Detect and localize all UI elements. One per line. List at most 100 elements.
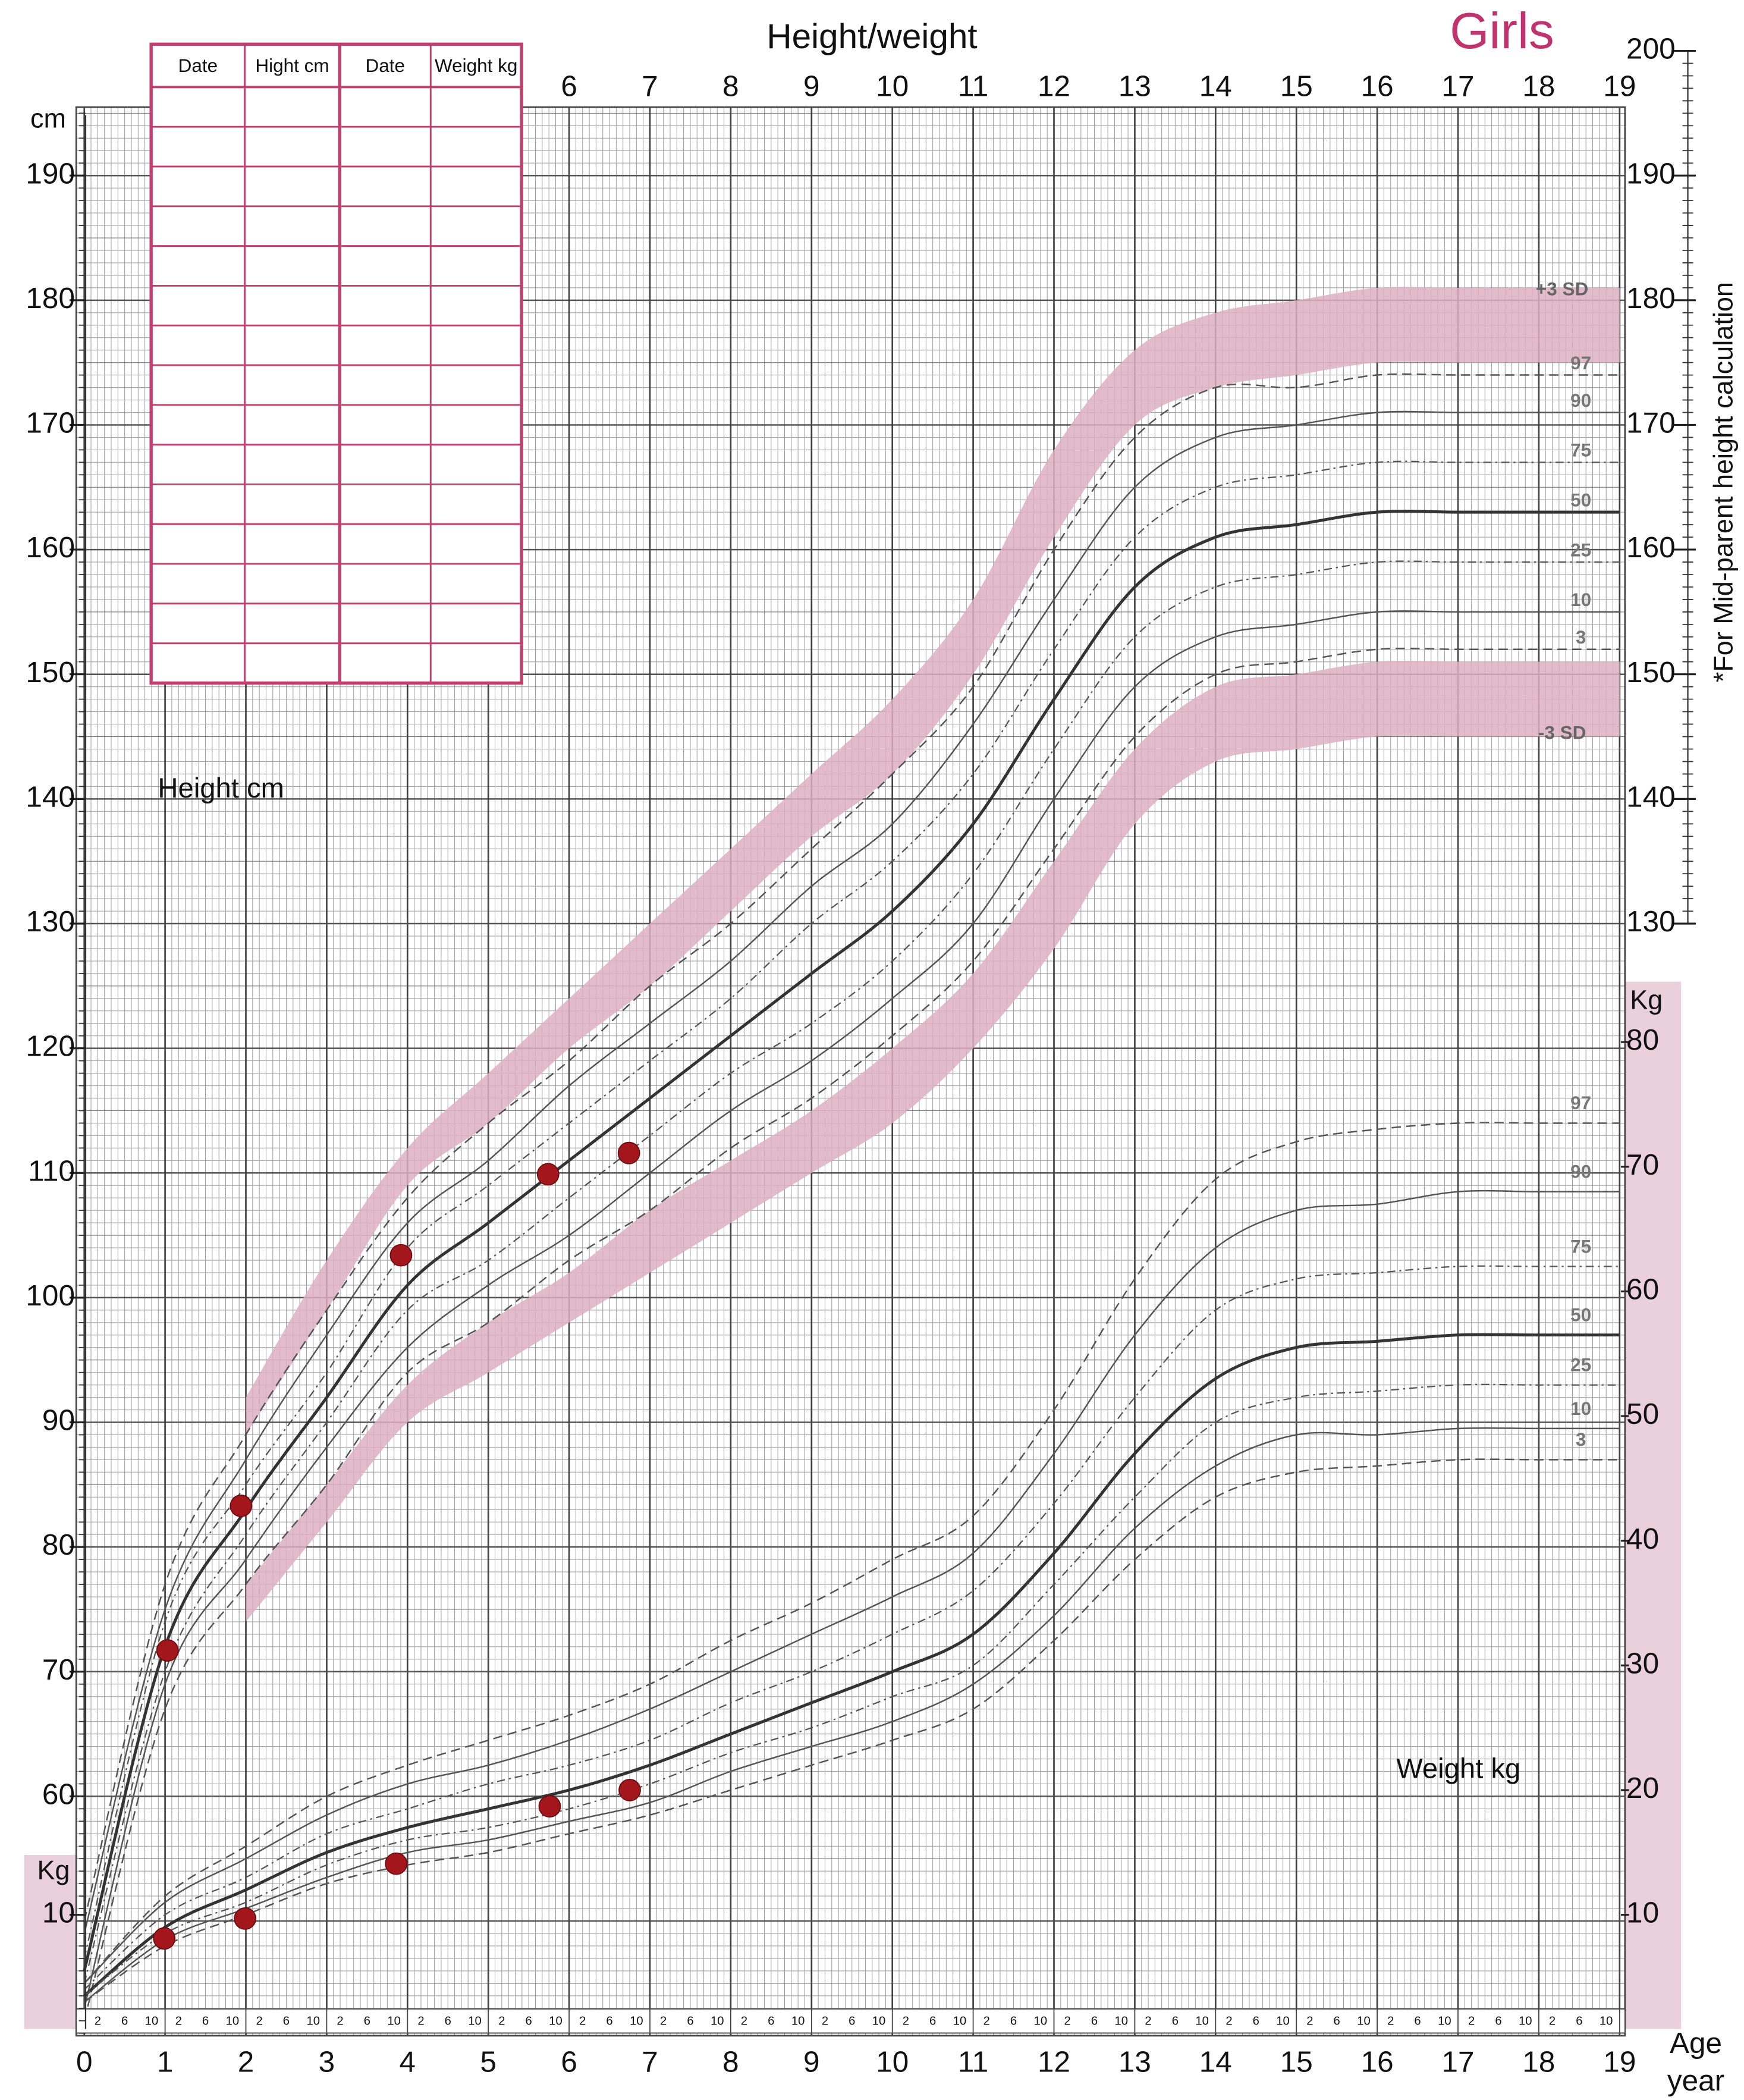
x-top-tick-label: 15 — [1280, 70, 1313, 103]
y2-right-tick-label: 80 — [1626, 1024, 1659, 1056]
percentile-label: 97 — [1570, 352, 1591, 373]
percentile-curve — [83, 1333, 1620, 1997]
percentile-label: 50 — [1570, 489, 1591, 511]
x-tick-label: 15 — [1280, 2045, 1313, 2078]
month-tick-label: 6 — [768, 2015, 774, 2028]
percentile-label: 25 — [1570, 539, 1591, 560]
x-tick-label: 16 — [1361, 2045, 1394, 2078]
x-top-tick-label: 16 — [1361, 70, 1394, 103]
x-top-tick-label: 6 — [561, 70, 577, 103]
y-tick-label: 170 — [26, 407, 75, 440]
y2-tick-label: 10 — [42, 1897, 75, 1929]
month-tick-label: 10 — [872, 2015, 886, 2028]
table-header: Weight kg — [435, 55, 517, 76]
y-tick-label: 160 — [26, 531, 75, 564]
measurement-point — [536, 1163, 560, 1186]
percentile-curve — [83, 460, 1620, 1959]
month-tick-label: 6 — [526, 2015, 532, 2028]
y2-right-tick-label: 60 — [1626, 1273, 1659, 1305]
x-tick-label: 6 — [561, 2045, 577, 2078]
percentile-curve — [83, 560, 1620, 1984]
y-right-tick-label: 150 — [1626, 656, 1676, 689]
band-label: +3 SD — [1536, 278, 1588, 300]
x-tick-label: 4 — [400, 2045, 416, 2078]
month-tick-label: 10 — [226, 2015, 240, 2028]
x-tick-label: 19 — [1603, 2045, 1636, 2078]
month-tick-label: 6 — [687, 2015, 693, 2028]
y-tick-label: 120 — [26, 1030, 75, 1063]
percentile-label: 10 — [1570, 589, 1591, 610]
measurement-point — [618, 1779, 641, 1801]
chart-subtitle: Girls — [1450, 3, 1554, 59]
y-tick-label: 110 — [28, 1154, 75, 1187]
month-tick-label: 6 — [1414, 2015, 1421, 2028]
month-tick-label: 10 — [468, 2015, 482, 2028]
month-tick-label: 2 — [1064, 2015, 1071, 2028]
y-label: Height cm — [158, 773, 284, 804]
x-top-tick-label: 9 — [803, 70, 820, 103]
percentile-label: 50 — [1570, 1304, 1591, 1326]
percentile-curve — [83, 1458, 1620, 2003]
month-tick-label: 10 — [1115, 2015, 1129, 2028]
y-tick-label: 150 — [26, 656, 75, 689]
x-top-tick-label: 14 — [1199, 70, 1232, 103]
percentile-label: 75 — [1570, 1235, 1591, 1257]
month-tick-label: 2 — [1145, 2015, 1151, 2028]
x-tick-label: 13 — [1118, 2045, 1151, 2078]
y-tick-label: 100 — [26, 1279, 75, 1312]
month-tick-label: 10 — [1600, 2015, 1613, 2028]
x-tick-label: 2 — [238, 2045, 254, 2078]
axes: 2 6 10 2 6 10 2 6 10 2 6 10 2 6 10 2 6 10 2 6 10 2 6 10 2 6 10 2 6 10… — [26, 33, 1696, 2078]
y2-unit-left: Kg — [37, 1855, 70, 1885]
y-right-tick-label: 140 — [1626, 780, 1676, 813]
month-tick-label: 10 — [1357, 2015, 1371, 2028]
month-tick-label: 10 — [1519, 2015, 1532, 2028]
month-tick-label: 2 — [741, 2015, 747, 2028]
month-tick-label: 2 — [175, 2015, 182, 2028]
month-tick-label: 6 — [849, 2015, 855, 2028]
percentile-label: 25 — [1570, 1354, 1591, 1375]
month-tick-label: 2 — [903, 2015, 909, 2028]
month-tick-label: 2 — [95, 2015, 101, 2028]
month-tick-label: 6 — [606, 2015, 612, 2028]
y-tick-label: 70 — [42, 1653, 75, 1686]
month-tick-label: 2 — [660, 2015, 667, 2028]
x-tick-label: 17 — [1442, 2045, 1475, 2078]
measurement-point — [385, 1852, 408, 1875]
x-tick-label: 18 — [1522, 2045, 1555, 2078]
month-strip — [76, 2008, 1626, 2034]
y-tick-label: 130 — [26, 905, 75, 938]
y2-right-tick-label: 20 — [1626, 1772, 1659, 1804]
month-tick-label: 10 — [630, 2015, 643, 2028]
month-tick-label: 6 — [283, 2015, 290, 2028]
x-tick-label: 7 — [642, 2045, 658, 2078]
measurement-point — [389, 1244, 413, 1267]
table-header: Date — [366, 55, 406, 76]
month-tick-label: 2 — [1306, 2015, 1313, 2028]
weight-strip-right — [1624, 981, 1682, 2029]
y-unit: cm — [30, 103, 66, 134]
y-right-tick-label: 190 — [1626, 157, 1676, 190]
month-tick-label: 6 — [1010, 2015, 1017, 2028]
month-tick-label: 2 — [1549, 2015, 1556, 2028]
x-label: Age — [1670, 2027, 1722, 2060]
x-top-tick-label: 7 — [642, 70, 658, 103]
grid-frame — [75, 106, 1626, 2037]
month-tick-label: 2 — [1225, 2015, 1232, 2028]
y-tick-label: 180 — [26, 282, 75, 315]
percentile-label: 3 — [1576, 626, 1586, 648]
month-tick-label: 6 — [1495, 2015, 1501, 2028]
x-tick-label: 12 — [1038, 2045, 1070, 2078]
month-tick-label: 6 — [929, 2015, 936, 2028]
y-tick-label: 60 — [42, 1778, 75, 1810]
x-top-tick-label: 12 — [1038, 70, 1070, 103]
percentile-curve — [83, 1265, 1620, 1991]
month-tick-label: 2 — [822, 2015, 828, 2028]
month-tick-label: 10 — [1276, 2015, 1290, 2028]
month-tick-label: 10 — [791, 2015, 805, 2028]
month-tick-label: 2 — [498, 2015, 505, 2028]
measurement-point — [230, 1495, 253, 1517]
y-tick-label: 140 — [26, 780, 75, 813]
month-tick-label: 6 — [445, 2015, 451, 2028]
